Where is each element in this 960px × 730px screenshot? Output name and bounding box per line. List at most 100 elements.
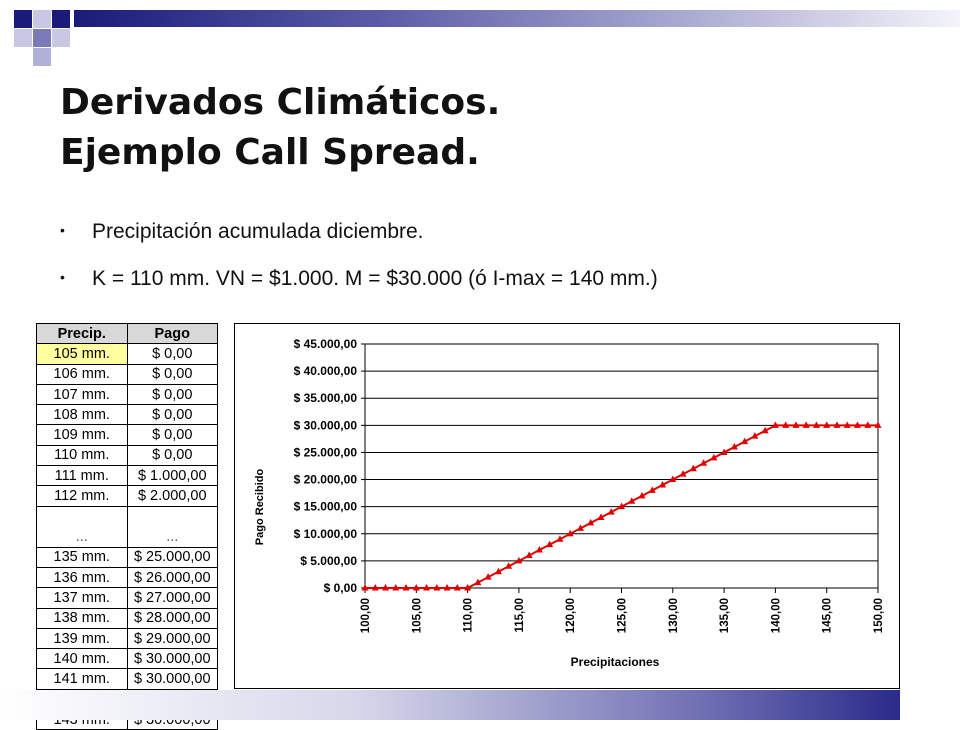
data-point-marker	[669, 475, 677, 483]
x-tick-label: 110,00	[463, 598, 475, 633]
table-row	[36, 506, 218, 527]
table-cell-pago: $ 0,00	[126, 343, 218, 365]
plot-area	[364, 343, 879, 589]
data-point-marker	[802, 421, 810, 428]
table-cell-pago: $ 29.000,00	[126, 627, 218, 650]
chart-frame: Pago Recibido Precipitaciones $ 0,00 $ 5.…	[234, 323, 900, 689]
data-point-marker	[423, 584, 431, 591]
data-point-marker	[761, 426, 769, 434]
logo-square-light-3	[52, 29, 70, 47]
data-point-marker	[853, 421, 861, 428]
data-point-marker	[402, 584, 410, 591]
table-cell-pago: $ 30.000,00	[126, 668, 218, 690]
data-point-marker	[720, 448, 728, 455]
logo-square-navy-1	[14, 10, 32, 28]
x-tick-label: 130,00	[668, 598, 680, 633]
data-point-marker	[689, 464, 697, 472]
table-row: 110 mm. $ 0,00	[36, 444, 218, 467]
data-point-marker	[751, 432, 759, 439]
data-point-marker	[515, 556, 523, 564]
table-cell-precip: 112 mm.	[36, 485, 128, 507]
table-cell-pago: ...	[126, 526, 218, 548]
data-point-marker	[730, 443, 738, 450]
table-cell-pago: $ 0,00	[126, 383, 218, 406]
data-point-marker	[361, 584, 369, 591]
data-point-marker	[782, 421, 790, 428]
table-cell-precip: 110 mm.	[36, 444, 128, 467]
bullet-text: K = 110 mm. VN = $1.000. M = $30.000 (ó …	[92, 267, 658, 290]
table-cell-pago: $ 0,00	[126, 404, 218, 426]
table-cell-precip: 137 mm.	[36, 587, 128, 609]
table-header-pago: Pago	[126, 322, 218, 345]
bullet-text: Precipitación acumulada diciembre.	[92, 220, 424, 243]
data-point-marker	[505, 562, 513, 569]
table-row: 105 mm. $ 0,00	[36, 343, 218, 365]
bullet-item: • Precipitación acumulada diciembre.	[60, 220, 658, 267]
table-cell-pago: $ 0,00	[126, 424, 218, 446]
data-point-marker	[874, 421, 882, 428]
table-cell-pago: $ 27.000,00	[126, 587, 218, 609]
y-tick-label: $ 5.000,00	[300, 554, 357, 568]
table-row: 136 mm. $ 26.000,00	[36, 566, 218, 589]
data-point-marker	[546, 540, 554, 548]
table-cell-pago: $ 0,00	[126, 363, 218, 385]
bullet-list: • Precipitación acumulada diciembre. • K…	[60, 220, 658, 314]
table-cell-precip: 106 mm.	[36, 363, 128, 385]
data-point-marker	[628, 497, 636, 504]
data-point-marker	[843, 421, 851, 428]
y-tick-label: $ 20.000,00	[294, 473, 358, 487]
table-cell-precip: 135 mm.	[36, 546, 128, 568]
bullet-icon: •	[60, 269, 65, 285]
table-cell-precip: 108 mm.	[36, 404, 128, 426]
table-cell-precip: 107 mm.	[36, 383, 128, 406]
y-tick-label: $ 45.000,00	[294, 337, 358, 351]
table-row: 112 mm. $ 2.000,00	[36, 485, 218, 507]
table-cell-pago: $ 26.000,00	[126, 566, 218, 589]
table-cell-pago: $ 25.000,00	[126, 546, 218, 568]
data-point-marker	[443, 584, 451, 591]
table-row: 111 mm. $ 1.000,00	[36, 465, 218, 487]
table-cell-pago: $ 0,00	[126, 444, 218, 467]
y-tick-label: $ 30.000,00	[294, 418, 358, 432]
table-cell-precip: 140 mm.	[36, 648, 128, 670]
data-point-marker	[474, 578, 482, 586]
slide-title: Derivados Climáticos. Ejemplo Call Sprea…	[60, 82, 501, 173]
logo-square-light-2	[14, 29, 32, 47]
table-cell-precip	[36, 506, 128, 527]
table-row: 138 mm. $ 28.000,00	[36, 607, 218, 629]
y-tick-label: $ 0,00	[324, 581, 358, 595]
data-point-marker	[812, 421, 820, 428]
table-header-precip: Precip.	[36, 322, 128, 345]
data-point-marker	[823, 421, 831, 428]
x-tick-label: 100,00	[360, 598, 372, 633]
data-point-marker	[700, 459, 708, 466]
logo-square-light-1	[33, 10, 51, 28]
table-cell-precip: ...	[36, 526, 128, 548]
data-point-marker	[494, 567, 502, 575]
y-tick-label: $ 25.000,00	[294, 445, 358, 459]
table-cell-precip: 141 mm.	[36, 668, 128, 690]
logo-square-navy-3	[33, 48, 51, 66]
table-row: 108 mm. $ 0,00	[36, 404, 218, 426]
x-tick-label: 125,00	[617, 598, 629, 633]
top-decorative-bar	[74, 10, 960, 27]
table-body: 105 mm. $ 0,00 106 mm. $ 0,00 107 mm. $ 0,00 1…	[36, 343, 218, 730]
table-row: ......	[36, 526, 218, 548]
bullet-icon: •	[60, 222, 65, 238]
y-axis-label: Pago Recibido	[254, 469, 266, 546]
data-point-marker	[464, 584, 472, 591]
table-row: 109 mm. $ 0,00	[36, 424, 218, 446]
table-cell-precip: 138 mm.	[36, 607, 128, 629]
data-point-marker	[587, 518, 595, 526]
table-cell-precip: 139 mm.	[36, 627, 128, 650]
table-row: 140 mm. $ 30.000,00	[36, 648, 218, 670]
data-point-marker	[833, 421, 841, 428]
table-cell-precip: 105 mm.	[36, 343, 128, 365]
page-number: 13	[901, 696, 919, 713]
data-point-marker	[382, 584, 390, 591]
data-point-marker	[679, 470, 687, 477]
data-point-marker	[453, 584, 461, 591]
table-row: 107 mm. $ 0,00	[36, 383, 218, 406]
x-tick-label: 115,00	[514, 598, 526, 633]
data-point-marker	[607, 508, 615, 515]
